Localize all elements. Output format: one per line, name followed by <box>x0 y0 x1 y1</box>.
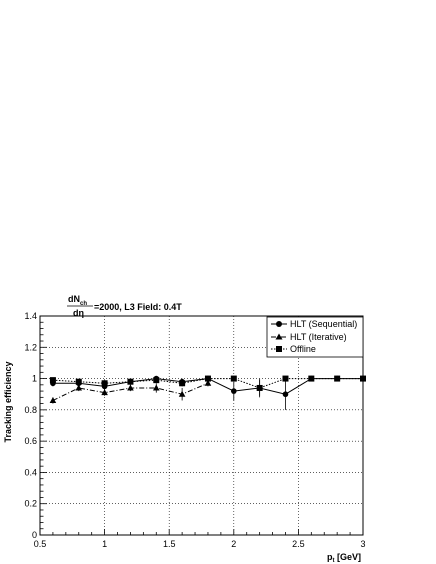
data-point-triangle <box>101 389 108 396</box>
data-point-triangle <box>178 390 186 397</box>
y-tick-label: 0.8 <box>24 405 37 415</box>
x-tick-label: 2.5 <box>292 539 305 549</box>
y-tick-label: 0.4 <box>24 467 37 477</box>
y-tick-label: 1.4 <box>24 311 37 321</box>
y-axis: 0 0.2 0.4 0.6 0.8 1 1.2 1.4 <box>24 311 47 540</box>
y-tick-label: 0.6 <box>24 436 37 446</box>
data-point-square <box>101 380 108 387</box>
x-tick-label: 2 <box>231 539 236 549</box>
y-tick-label: 1.2 <box>24 342 37 352</box>
data-point-square <box>127 378 134 385</box>
legend-entry-iterative: HLT (Iterative) <box>271 332 347 342</box>
data-point-triangle <box>152 384 160 391</box>
legend-label-iterative: HLT (Iterative) <box>290 332 347 342</box>
legend-entry-sequential: HLT (Sequential) <box>271 319 357 329</box>
title-rest: =2000, L3 Field: 0.4T <box>94 302 182 312</box>
x-tick-label: 0.5 <box>34 539 47 549</box>
series-square <box>49 375 366 396</box>
x-tick-label: 3 <box>360 539 365 549</box>
data-point-square <box>334 375 341 382</box>
data-point-circle <box>231 388 237 394</box>
legend-label-offline: Offline <box>290 344 316 354</box>
data-point-square <box>75 378 82 385</box>
legend-entry-offline: Offline <box>271 344 316 354</box>
title-numerator: dNch <box>68 294 87 307</box>
data-point-triangle <box>75 384 83 391</box>
chart-title: dNch dη =2000, L3 Field: 0.4T <box>67 294 182 318</box>
data-point-square <box>282 375 289 382</box>
y-tick-label: 0 <box>32 530 37 540</box>
series-layer <box>49 375 366 410</box>
y-axis-title: Tracking efficiency <box>3 361 13 442</box>
legend-marker-circle <box>276 321 282 327</box>
data-point-square <box>179 380 186 387</box>
data-point-triangle <box>204 379 212 386</box>
data-point-square <box>153 377 160 384</box>
x-axis: 0.5 1 1.5 2 2.5 3 <box>34 529 366 549</box>
legend-marker-triangle <box>275 333 283 340</box>
data-point-square <box>230 375 237 382</box>
y-tick-label: 0.2 <box>24 499 37 509</box>
series-triangle <box>49 379 212 404</box>
data-point-triangle <box>49 396 57 403</box>
data-point-square <box>49 377 56 384</box>
legend: HLT (Sequential) HLT (Iterative) Offline <box>266 316 364 358</box>
data-point-square <box>360 375 366 382</box>
x-axis-title: pt [GeV] <box>327 552 361 564</box>
x-tick-label: 1 <box>102 539 107 549</box>
legend-marker-square <box>276 346 282 352</box>
data-point-square <box>204 375 211 382</box>
x-tick-label: 1.5 <box>163 539 176 549</box>
data-point-circle <box>282 391 289 398</box>
title-denominator: dη <box>73 308 84 318</box>
data-point-triangle <box>127 384 134 391</box>
plot-frame <box>39 315 364 536</box>
legend-label-sequential: HLT (Sequential) <box>290 319 357 329</box>
data-point-square <box>308 375 315 382</box>
y-tick-label: 1 <box>32 374 37 384</box>
data-point-square <box>256 384 263 391</box>
